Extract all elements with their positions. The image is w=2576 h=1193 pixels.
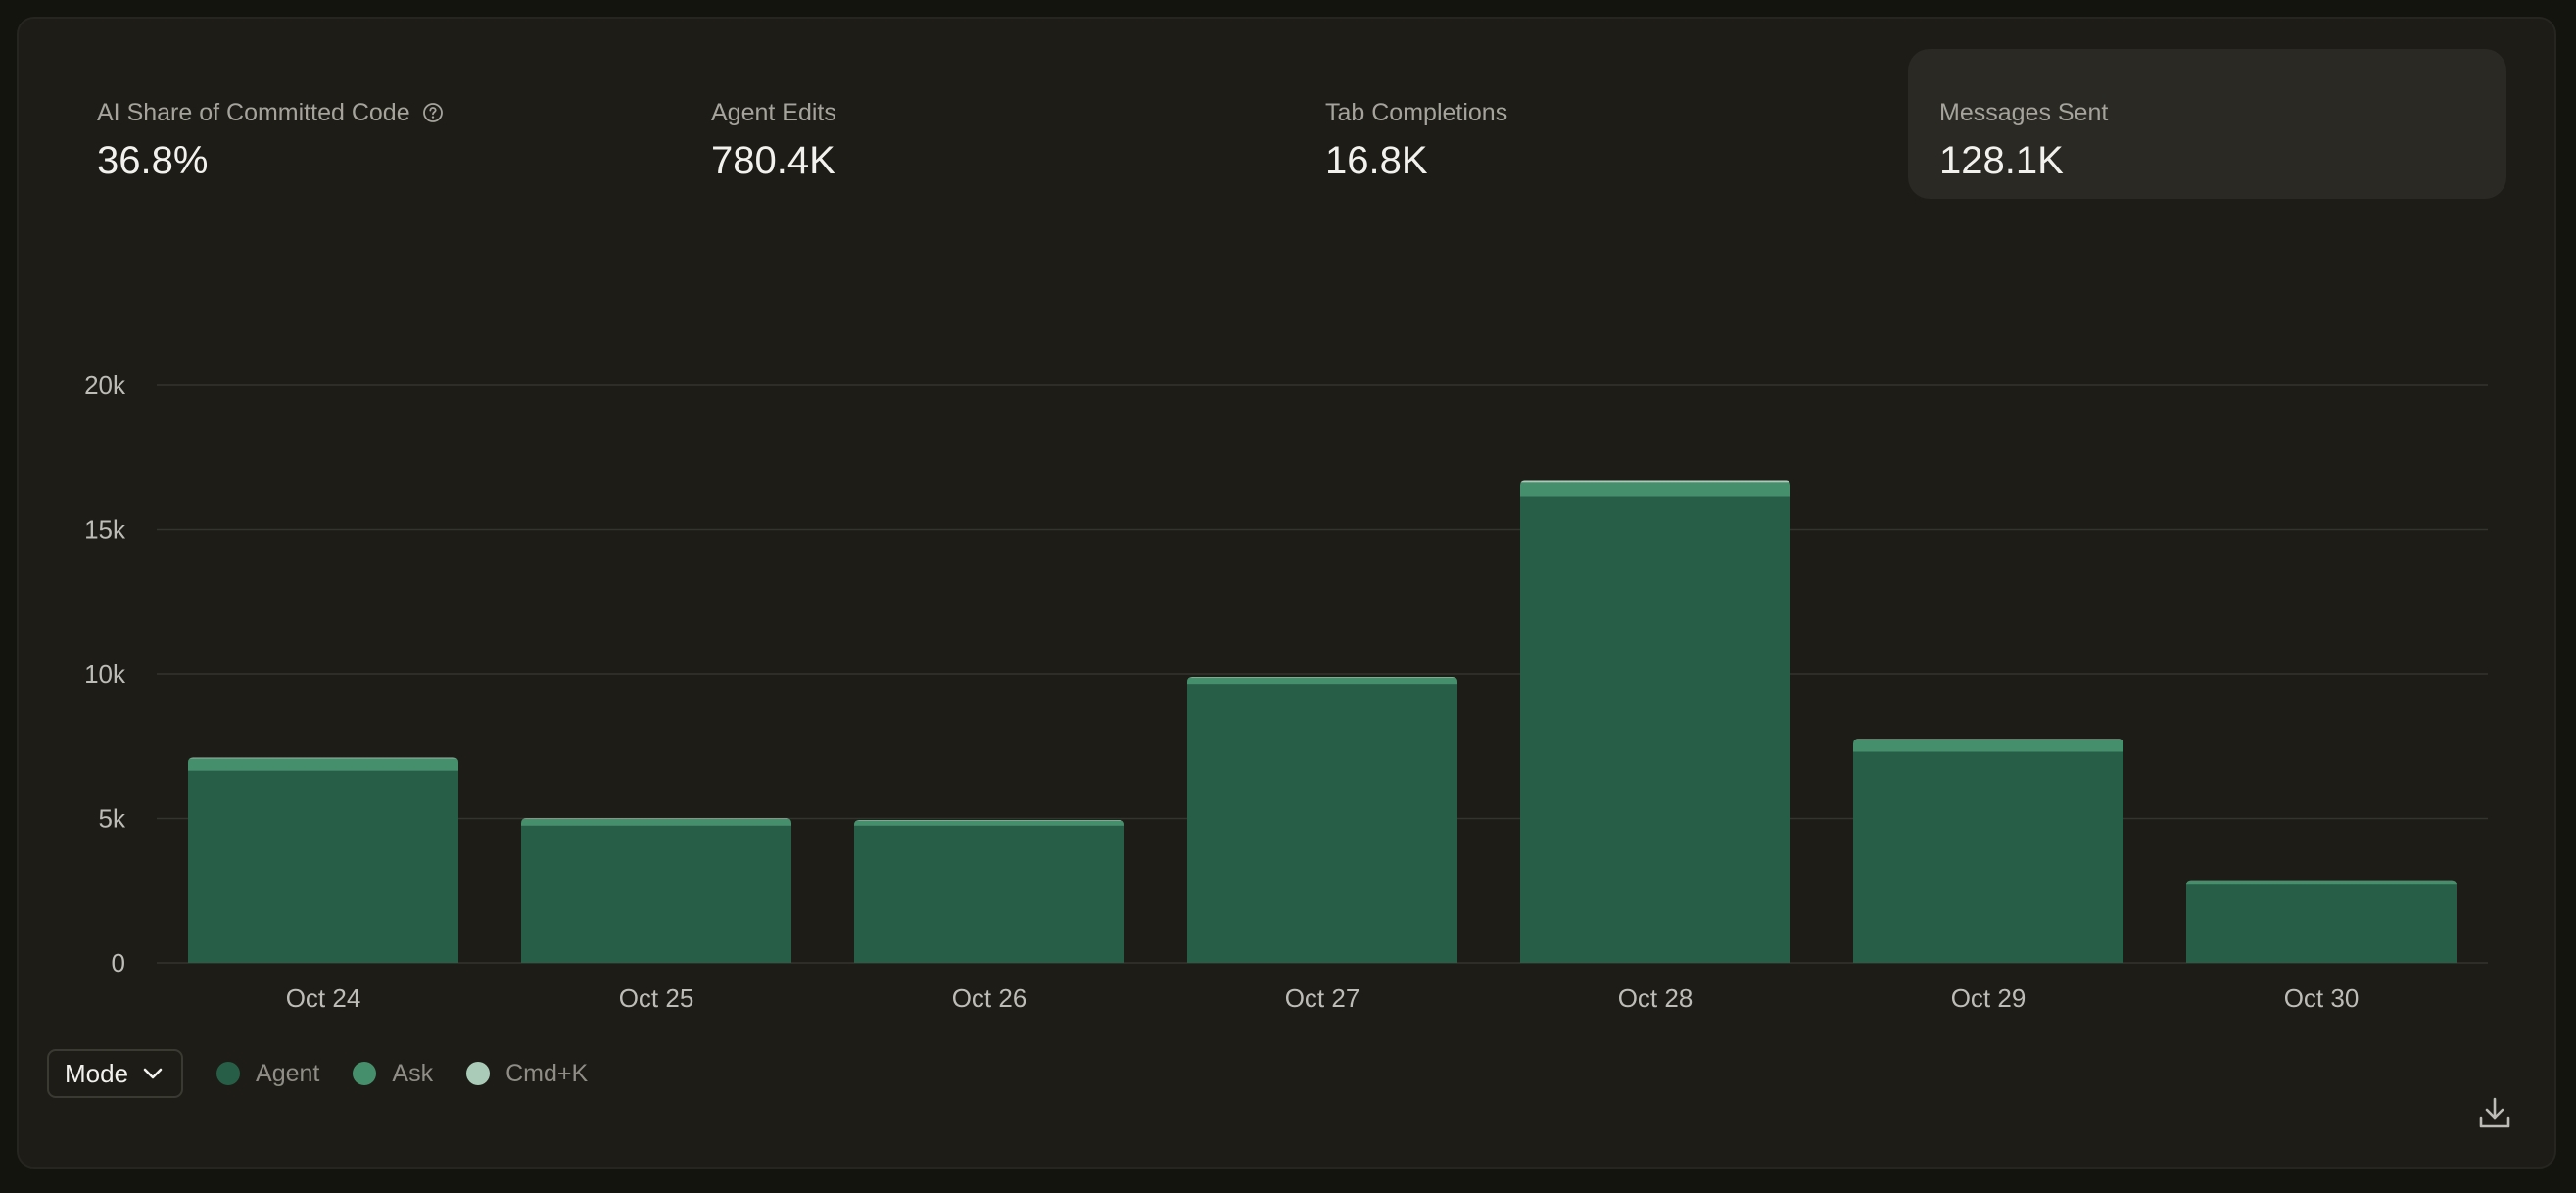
legend-swatch-ask [353, 1062, 377, 1085]
bar-ask-6[interactable] [2186, 880, 2457, 885]
stat-label: Agent Edits [711, 98, 1247, 127]
bar-cmdk-0[interactable] [188, 757, 458, 759]
bar-cmdk-5[interactable] [1853, 739, 2123, 740]
download-icon[interactable] [2476, 1094, 2513, 1131]
bar-agent-6[interactable] [2186, 884, 2457, 963]
y-tick-label: 15k [84, 515, 126, 545]
stat-card-1[interactable]: Agent Edits 780.4K [680, 49, 1278, 199]
x-tick-label: Oct 24 [286, 983, 361, 1013]
bar-cmdk-1[interactable] [521, 818, 791, 820]
stat-label-text: AI Share of Committed Code [97, 98, 410, 126]
bar-agent-0[interactable] [188, 770, 458, 963]
y-tick-label: 5k [99, 804, 126, 834]
stat-label: AI Share of Committed Code [97, 98, 633, 127]
bar-ask-1[interactable] [521, 819, 791, 826]
bar-agent-4[interactable] [1520, 496, 1790, 963]
help-circle-icon[interactable] [422, 102, 444, 123]
stat-card-0[interactable]: AI Share of Committed Code 36.8% [66, 49, 664, 199]
stat-label: Tab Completions [1325, 98, 1861, 127]
stat-label: Messages Sent [1939, 98, 2475, 127]
x-tick-label: Oct 30 [2284, 983, 2360, 1013]
x-tick-label: Oct 29 [1951, 983, 2027, 1013]
legend-item-agent[interactable]: Agent [216, 1060, 319, 1088]
bar-agent-1[interactable] [521, 825, 791, 963]
legend-label-ask: Ask [392, 1059, 434, 1087]
bar-ask-5[interactable] [1853, 740, 2123, 752]
y-tick-label: 20k [84, 370, 126, 400]
stat-value: 780.4K [711, 139, 835, 182]
bar-ask-0[interactable] [188, 758, 458, 771]
x-tick-label: Oct 26 [952, 983, 1027, 1013]
bar-cmdk-2[interactable] [854, 819, 1124, 821]
x-tick-label: Oct 27 [1285, 983, 1360, 1013]
bar-cmdk-3[interactable] [1187, 676, 1457, 678]
legend-item-ask[interactable]: Ask [353, 1060, 433, 1088]
bar-agent-3[interactable] [1187, 684, 1457, 963]
bar-ask-2[interactable] [854, 820, 1124, 826]
y-tick-label: 10k [84, 659, 126, 689]
bar-ask-4[interactable] [1520, 482, 1790, 497]
bar-agent-2[interactable] [854, 825, 1124, 963]
legend-swatch-cmdk [466, 1062, 491, 1085]
bar-cmdk-4[interactable] [1520, 480, 1790, 483]
x-tick-label: Oct 28 [1618, 983, 1693, 1013]
legend-label-agent: Agent [256, 1059, 320, 1087]
stat-value: 128.1K [1939, 139, 2064, 182]
stat-label-text: Messages Sent [1939, 98, 2109, 126]
chart-legend: Mode Agent Ask Cmd+K [47, 1048, 621, 1099]
bar-ask-3[interactable] [1187, 677, 1457, 685]
legend-label-cmdk: Cmd+K [505, 1059, 589, 1087]
legend-item-cmdk[interactable]: Cmd+K [466, 1060, 588, 1088]
stat-value: 36.8% [97, 139, 209, 182]
stat-card-2[interactable]: Tab Completions 16.8K [1294, 49, 1892, 199]
chevron-down-icon [143, 1068, 163, 1079]
stat-card-3[interactable]: Messages Sent 128.1K [1908, 49, 2506, 199]
mode-dropdown-label: Mode [65, 1058, 129, 1088]
stat-value: 16.8K [1325, 139, 1428, 182]
legend-swatch-agent [216, 1062, 241, 1085]
messages-chart-card [17, 17, 2556, 1169]
stat-label-text: Agent Edits [711, 98, 836, 126]
x-tick-label: Oct 25 [619, 983, 694, 1013]
mode-dropdown[interactable]: Mode [47, 1049, 184, 1098]
y-tick-label: 0 [112, 948, 125, 978]
bar-agent-5[interactable] [1853, 751, 2123, 963]
stat-label-text: Tab Completions [1325, 98, 1508, 126]
